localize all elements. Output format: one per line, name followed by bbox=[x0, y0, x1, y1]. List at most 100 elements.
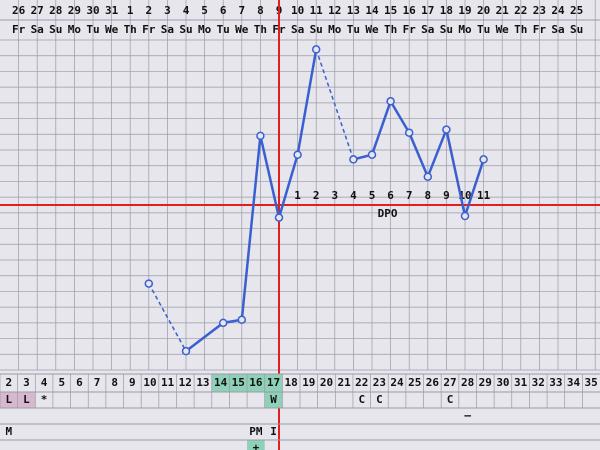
cycle-day-label: 10 bbox=[143, 376, 156, 389]
cycle-day-label: 30 bbox=[496, 376, 509, 389]
row-entry: PM bbox=[249, 425, 263, 438]
date-label: 1 bbox=[127, 4, 134, 17]
temperature-point bbox=[386, 97, 395, 106]
gap-connector bbox=[148, 283, 187, 352]
dpo-label: 6 bbox=[387, 189, 394, 202]
row-entry: — bbox=[464, 409, 471, 422]
weekday-label: Th bbox=[514, 23, 527, 36]
row-entry: * bbox=[41, 393, 48, 406]
pm-cell bbox=[247, 440, 265, 450]
temperature-point bbox=[349, 155, 358, 164]
row-entry: C bbox=[358, 393, 365, 406]
cycle-day-label: 13 bbox=[196, 376, 209, 389]
temperature-point bbox=[423, 172, 433, 181]
dpo-label: 8 bbox=[424, 189, 431, 202]
date-label: 6 bbox=[220, 4, 227, 17]
cycle-day-label: 28 bbox=[461, 376, 474, 389]
weekday-label: Mo bbox=[198, 23, 212, 36]
weekday-label: Th bbox=[384, 23, 397, 36]
cycle-day-label: 22 bbox=[355, 376, 368, 389]
cycle-day-label: 4 bbox=[41, 376, 48, 389]
cycle-day-label: 20 bbox=[320, 376, 333, 389]
date-label: 26 bbox=[12, 4, 26, 17]
date-label: 5 bbox=[201, 4, 208, 17]
weekday-label: Mo bbox=[68, 23, 82, 36]
cycle-day-label: 35 bbox=[585, 376, 598, 389]
temperature-point bbox=[274, 213, 284, 222]
date-label: 7 bbox=[238, 4, 245, 17]
weekday-label: Sa bbox=[551, 23, 564, 36]
dpo-label: 5 bbox=[369, 189, 376, 202]
date-label: 21 bbox=[496, 4, 510, 17]
dpo-label: 9 bbox=[443, 189, 450, 202]
dpo-label: 4 bbox=[350, 189, 357, 202]
cycle-day-label: 18 bbox=[285, 376, 298, 389]
weekday-label: We bbox=[496, 23, 510, 36]
row-entry: L bbox=[23, 393, 30, 406]
temperature-point bbox=[218, 318, 228, 328]
temperature-line bbox=[353, 98, 485, 221]
date-label: 16 bbox=[403, 4, 417, 17]
date-label: 31 bbox=[105, 4, 119, 17]
cycle-day-label: 7 bbox=[94, 376, 101, 389]
weekday-label: Tu bbox=[86, 23, 99, 36]
row-entry: C bbox=[376, 393, 383, 406]
weekday-label: We bbox=[365, 23, 379, 36]
cycle-day-label: 21 bbox=[337, 376, 351, 389]
weekday-label: Su bbox=[49, 23, 62, 36]
row-entry: + bbox=[253, 441, 260, 450]
dpo-title: DPO bbox=[378, 207, 398, 220]
date-label: 12 bbox=[328, 4, 341, 17]
temperature-point bbox=[442, 125, 451, 134]
fertile-cell bbox=[211, 374, 230, 392]
dpo-label: 2 bbox=[313, 189, 320, 202]
row-entry: C bbox=[447, 393, 454, 406]
date-label: 22 bbox=[514, 4, 527, 17]
temperature-point bbox=[256, 131, 265, 141]
date-label: 23 bbox=[533, 4, 546, 17]
date-label: 18 bbox=[440, 4, 453, 17]
date-label: 11 bbox=[310, 4, 324, 17]
date-label: 20 bbox=[477, 4, 490, 17]
cycle-day-label: 33 bbox=[549, 376, 562, 389]
weekday-label: Sa bbox=[161, 23, 174, 36]
cycle-day-label: 9 bbox=[129, 376, 136, 389]
fertile-cell bbox=[247, 374, 265, 392]
dpo-label: 11 bbox=[477, 189, 491, 202]
cycle-day-label: 34 bbox=[567, 376, 581, 389]
weekday-label: Fr bbox=[12, 23, 26, 36]
cycle-day-label: 24 bbox=[390, 376, 404, 389]
row-entry: I bbox=[270, 425, 277, 438]
cycle-day-label: 5 bbox=[58, 376, 65, 389]
cycle-day-label: 16 bbox=[249, 376, 263, 389]
dpo-label: 1 bbox=[294, 189, 301, 202]
date-label: 29 bbox=[68, 4, 81, 17]
temperature-point bbox=[181, 346, 191, 356]
weekday-label: Th bbox=[124, 23, 137, 36]
weekday-label: We bbox=[235, 23, 249, 36]
row-entry: M bbox=[6, 425, 13, 438]
cycle-day-label: 32 bbox=[532, 376, 545, 389]
dpo-label: 7 bbox=[406, 189, 413, 202]
date-label: 3 bbox=[164, 4, 171, 17]
dpo-label: 3 bbox=[331, 189, 338, 202]
cycle-day-label: 12 bbox=[179, 376, 192, 389]
weekday-label: Tu bbox=[477, 23, 490, 36]
temperature-point bbox=[293, 150, 302, 159]
date-label: 13 bbox=[347, 4, 360, 17]
cycle-day-label: 2 bbox=[6, 376, 13, 389]
temperature-point bbox=[311, 45, 321, 54]
cycle-day-label: 23 bbox=[373, 376, 386, 389]
cycle-day-label: 15 bbox=[232, 376, 245, 389]
date-label: 15 bbox=[384, 4, 397, 17]
cycle-day-label: 27 bbox=[443, 376, 456, 389]
temperature-point bbox=[479, 155, 488, 164]
cycle-day-label: 19 bbox=[302, 376, 315, 389]
weekday-label: Fr bbox=[533, 23, 547, 36]
weekday-label: Mo bbox=[458, 23, 472, 36]
cycle-day-label: 17 bbox=[267, 376, 280, 389]
fertile-cell bbox=[264, 374, 283, 392]
weekday-label: Sa bbox=[291, 23, 304, 36]
date-label: 10 bbox=[291, 4, 304, 17]
